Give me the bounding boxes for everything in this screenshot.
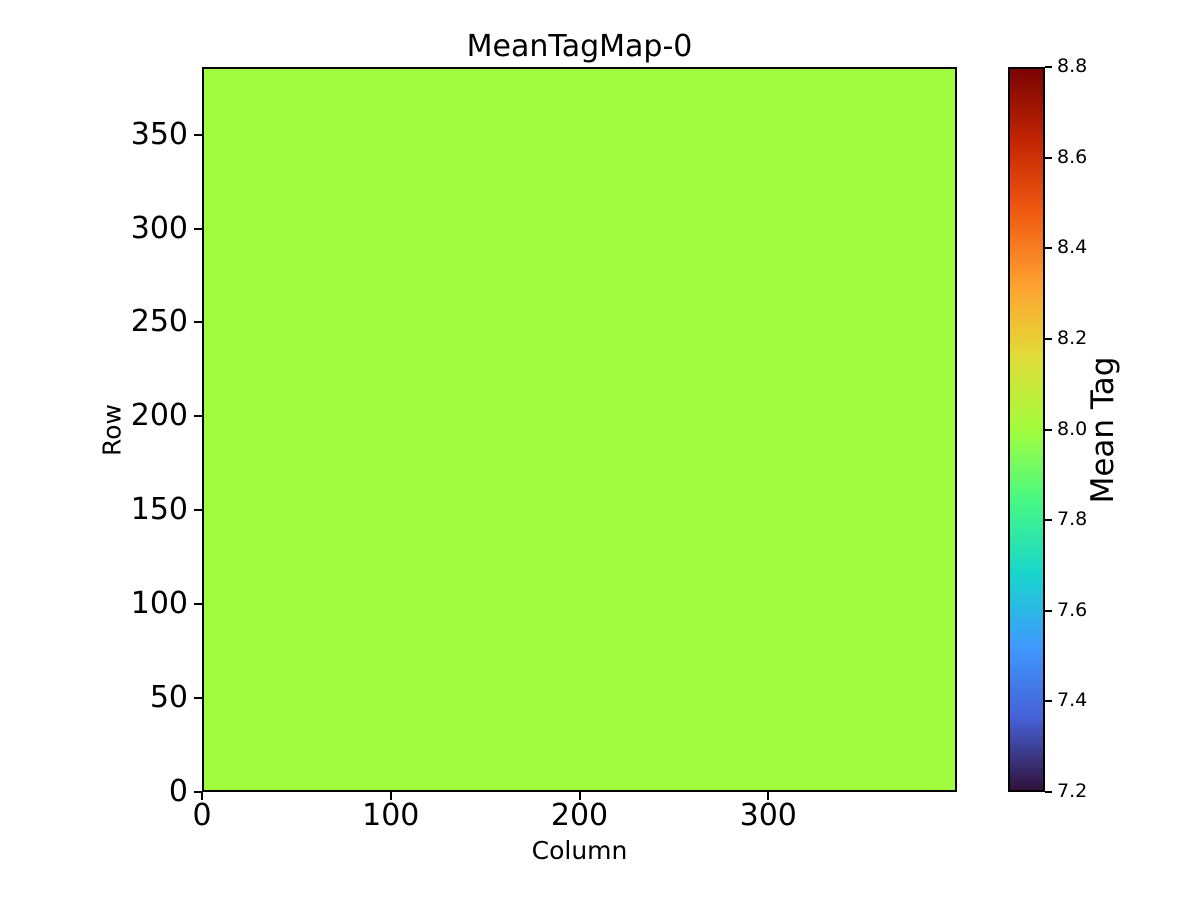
colorbar-tick-mark <box>1045 428 1052 431</box>
heatmap-image <box>202 67 957 792</box>
y-tick-label: 350 <box>130 116 188 152</box>
y-axis-label: Row <box>97 404 127 456</box>
x-axis-label: Column <box>531 836 628 865</box>
y-tick-mark <box>194 415 202 418</box>
y-tick-mark <box>194 603 202 606</box>
y-tick-mark <box>194 227 202 230</box>
colorbar-gradient <box>1008 67 1045 792</box>
colorbar-tick-mark <box>1045 519 1052 522</box>
y-tick-label: 200 <box>130 398 188 434</box>
y-tick-label: 250 <box>130 304 188 340</box>
y-tick-label: 0 <box>168 774 188 809</box>
y-tick-label: 300 <box>130 210 188 246</box>
x-tick-mark <box>578 792 581 800</box>
colorbar-tick-label: 8.2 <box>1057 326 1088 349</box>
colorbar-tick-label: 7.8 <box>1057 508 1088 531</box>
colorbar-label: Mean Tag <box>1085 356 1121 504</box>
y-tick-mark <box>194 697 202 700</box>
colorbar-tick-label: 7.2 <box>1057 780 1088 802</box>
x-tick-label: 300 <box>739 798 797 833</box>
y-tick-label: 150 <box>130 492 188 528</box>
colorbar-tick-label: 8.4 <box>1057 236 1088 259</box>
colorbar-tick-label: 7.4 <box>1057 689 1088 712</box>
y-tick-label: 50 <box>149 680 188 716</box>
colorbar-tick-mark <box>1045 156 1052 159</box>
colorbar-tick-mark <box>1045 66 1052 68</box>
colorbar-tick-mark <box>1045 700 1052 703</box>
x-tick-mark <box>389 792 392 800</box>
x-tick-label: 100 <box>362 798 420 833</box>
colorbar-tick-mark <box>1045 247 1052 250</box>
x-tick-mark <box>201 792 203 800</box>
x-tick-label: 0 <box>192 798 212 833</box>
colorbar-tick-label: 8.8 <box>1057 55 1088 77</box>
colorbar-tick-label: 7.6 <box>1057 598 1088 621</box>
colorbar-tick-label: 8.6 <box>1057 145 1088 168</box>
y-tick-label: 100 <box>130 586 188 622</box>
y-tick-mark <box>194 509 202 512</box>
colorbar-tick-mark <box>1045 791 1052 793</box>
x-tick-mark <box>767 792 770 800</box>
y-tick-mark <box>194 791 202 793</box>
y-tick-mark <box>194 321 202 324</box>
colorbar-tick-mark <box>1045 337 1052 340</box>
chart-title: MeanTagMap-0 <box>466 29 693 64</box>
y-tick-mark <box>194 133 202 136</box>
colorbar-tick-mark <box>1045 609 1052 612</box>
colorbar-tick-label: 8.0 <box>1057 417 1088 440</box>
x-tick-label: 200 <box>550 798 609 833</box>
